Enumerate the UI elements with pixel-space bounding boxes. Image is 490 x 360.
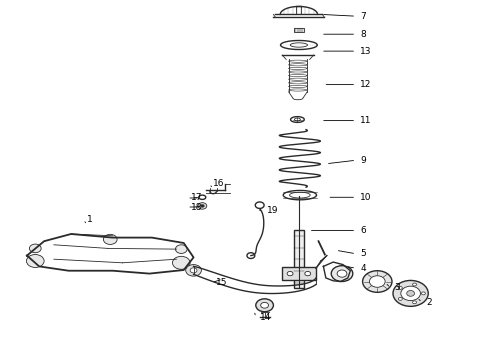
Circle shape <box>103 234 117 244</box>
Bar <box>282 267 316 280</box>
Circle shape <box>256 299 273 312</box>
Text: 17: 17 <box>191 194 202 202</box>
Circle shape <box>401 286 420 301</box>
Text: 13: 13 <box>360 46 371 55</box>
Circle shape <box>305 271 311 276</box>
Circle shape <box>407 291 415 296</box>
Text: 16: 16 <box>213 179 224 188</box>
Bar <box>294 28 304 32</box>
Text: 14: 14 <box>260 313 271 322</box>
Circle shape <box>175 245 187 253</box>
Circle shape <box>186 265 201 276</box>
Circle shape <box>413 283 416 286</box>
Text: 10: 10 <box>360 193 371 202</box>
Circle shape <box>200 204 204 207</box>
Text: 4: 4 <box>360 264 366 273</box>
Circle shape <box>261 302 269 308</box>
Circle shape <box>198 203 207 209</box>
Text: 9: 9 <box>360 156 366 165</box>
Circle shape <box>363 271 392 292</box>
Text: 12: 12 <box>360 80 371 89</box>
Circle shape <box>398 287 402 289</box>
Bar <box>294 230 304 288</box>
Circle shape <box>337 270 347 277</box>
Circle shape <box>287 271 293 276</box>
Text: 1: 1 <box>87 215 93 224</box>
Circle shape <box>393 280 428 306</box>
Text: 6: 6 <box>360 226 366 235</box>
Circle shape <box>369 276 385 287</box>
Circle shape <box>398 297 402 300</box>
Circle shape <box>172 256 190 269</box>
Circle shape <box>413 301 416 304</box>
Text: 18: 18 <box>191 202 202 211</box>
Text: 8: 8 <box>360 30 366 39</box>
Text: 19: 19 <box>267 206 278 215</box>
Circle shape <box>29 244 41 253</box>
Circle shape <box>331 266 353 282</box>
Text: 3: 3 <box>394 284 400 292</box>
Text: 15: 15 <box>216 278 227 287</box>
Circle shape <box>26 255 44 267</box>
Text: 11: 11 <box>360 116 371 125</box>
Text: 5: 5 <box>360 249 366 258</box>
Circle shape <box>190 268 197 273</box>
Text: 2: 2 <box>426 298 432 307</box>
Circle shape <box>421 292 425 295</box>
Text: 7: 7 <box>360 12 366 21</box>
